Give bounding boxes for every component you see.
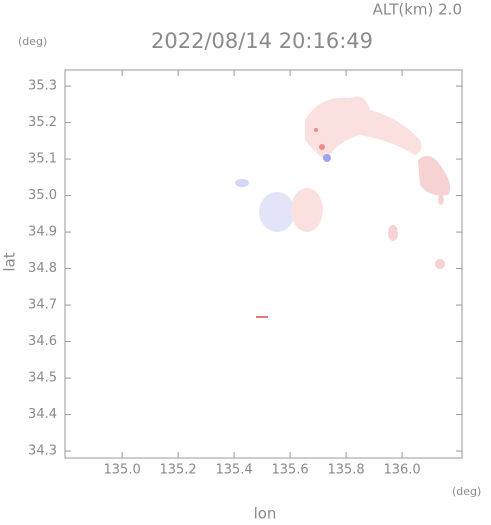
x-unit: (deg) [452,485,481,498]
x-tick-label: 135.8 [327,463,364,478]
echo [256,316,268,318]
x-tick-label: 135.2 [159,463,196,478]
x-tick-label: 135.4 [215,463,252,478]
x-axis-label: lon [254,505,277,522]
x-tick-label: 135.0 [104,463,141,478]
echo [388,225,398,241]
echo [305,96,422,160]
y-tick-label: 34.8 [28,261,57,276]
y-tick-label: 35.0 [28,188,57,203]
x-tick-label: 136.0 [383,463,420,478]
y-tick-label: 34.7 [28,298,57,313]
y-tick-label: 34.6 [28,334,57,349]
x-tick-label: 135.6 [271,463,308,478]
y-unit: (deg) [18,35,47,48]
echo [438,195,444,205]
chart-title: 2022/08/14 20:16:49 [151,29,373,53]
echo [323,154,331,162]
echo [418,156,451,196]
y-tick-label: 34.9 [28,225,57,240]
y-tick-label: 35.1 [28,152,57,167]
echo [314,128,318,132]
radar-echoes [235,96,451,318]
echo [291,188,323,232]
y-axis-label: lat [1,252,19,271]
echo [319,144,325,150]
echo [235,179,249,187]
plot-frame [64,69,463,459]
altitude-label: ALT(km) 2.0 [373,1,462,19]
y-tick-label: 34.5 [28,371,57,386]
y-tick-label: 34.4 [28,407,57,422]
echo [259,192,295,232]
y-tick-label: 35.2 [28,115,57,130]
y-tick-label: 34.3 [28,444,57,459]
echo [435,259,445,269]
y-tick-label: 35.3 [28,79,57,94]
